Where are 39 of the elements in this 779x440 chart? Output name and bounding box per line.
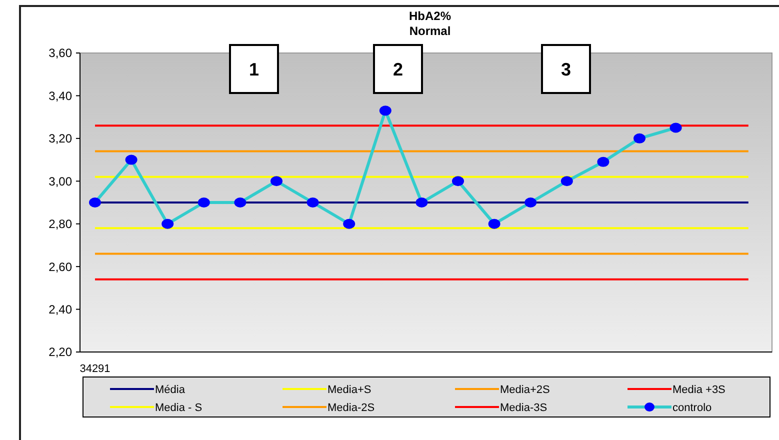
x-tick-label: 34291 [80,363,110,375]
y-tick-label: 3,60 [48,46,72,60]
point [670,122,682,133]
point [234,198,246,208]
legend-label: Media +3S [672,384,726,396]
point [343,218,356,229]
point [89,198,101,208]
point [125,154,138,165]
point [452,176,464,186]
y-tick-label: 3,20 [48,132,72,146]
point [379,106,392,116]
point [416,198,428,208]
chart-subtitle: Normal [409,24,451,38]
point [488,218,500,229]
point [597,156,610,167]
y-tick-label: 2,40 [48,302,72,316]
point [560,176,573,186]
point [198,198,210,208]
y-tick-label: 2,60 [48,260,72,274]
legend-label: controlo [672,402,712,414]
y-tick-label: 3,00 [48,174,72,188]
point [306,198,319,208]
point [270,176,282,186]
y-tick-label: 2,20 [48,345,72,360]
point [524,198,537,208]
y-tick-label: 3,40 [48,88,72,103]
legend-label: Media+2S [500,384,550,396]
point [634,133,646,144]
chart-title: HbA2% [408,9,452,23]
legend-label: Média [155,384,186,396]
legend-label: Media+S [328,384,372,396]
point [162,218,174,229]
y-tick-label: 2,80 [48,217,72,232]
legend-label: Media - S [155,402,202,414]
annotation: 1 [248,59,260,80]
legend-label: Media-2S [328,402,375,414]
annotation: 2 [392,59,404,80]
legend-label: Media-3S [500,402,548,414]
annotation: 3 [560,59,572,80]
